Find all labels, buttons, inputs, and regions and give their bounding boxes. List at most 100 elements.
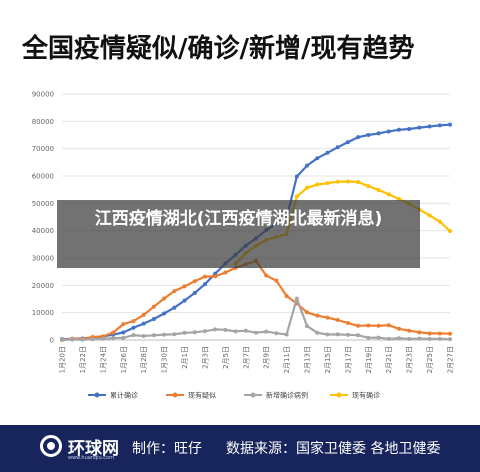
data-point xyxy=(448,122,452,127)
data-point xyxy=(427,213,432,218)
data-point xyxy=(345,332,350,337)
data-point xyxy=(284,293,289,298)
legend-marker xyxy=(336,392,342,398)
data-point xyxy=(90,337,95,342)
data-point xyxy=(396,196,401,201)
data-point xyxy=(376,187,381,192)
y-tick-label: 30000 xyxy=(32,255,54,263)
data-point xyxy=(427,124,432,129)
data-point xyxy=(243,328,248,333)
data-point xyxy=(437,336,442,341)
data-point xyxy=(396,336,401,341)
data-point xyxy=(356,180,361,185)
data-point xyxy=(172,305,177,310)
y-tick-label: 40000 xyxy=(32,227,54,235)
x-tick-label: 1月30日 xyxy=(161,346,169,373)
data-point xyxy=(162,332,167,337)
data-point xyxy=(151,333,156,338)
data-point xyxy=(315,156,320,161)
data-point xyxy=(366,133,371,137)
data-point xyxy=(213,271,218,276)
data-point xyxy=(294,194,299,199)
y-tick-label: 0 xyxy=(50,337,54,345)
data-source: 数据来源：国家卫健委 各地卫健委 xyxy=(226,441,441,457)
article-title-overlay[interactable]: 江西疫情湖北(江西疫情湖北最新消息) xyxy=(57,200,420,268)
data-point xyxy=(172,289,177,294)
data-point xyxy=(325,315,330,320)
data-point xyxy=(202,274,207,279)
data-point xyxy=(417,336,422,341)
data-point xyxy=(121,330,126,335)
data-point xyxy=(213,327,218,332)
x-axis-ticks: 1月20日 1月22日 1月24日 1月26日 1月28日 1月30日 2月1日 2月3日 2月… xyxy=(59,346,455,373)
data-point xyxy=(151,316,156,321)
data-point xyxy=(325,181,330,186)
x-tick-label: 1月28日 xyxy=(140,346,148,373)
data-point xyxy=(121,322,126,327)
legend-marker xyxy=(250,392,256,398)
y-tick-label: 70000 xyxy=(32,145,54,153)
data-point xyxy=(213,274,218,279)
data-point xyxy=(325,332,330,337)
x-tick-label: 2月1日 xyxy=(181,346,189,369)
logo-text: 环球网 xyxy=(68,439,119,459)
data-point xyxy=(315,182,320,187)
data-point xyxy=(376,335,381,340)
x-tick-label: 2月5日 xyxy=(222,346,230,369)
x-tick-label: 2月23日 xyxy=(406,346,414,373)
legend-label: 现有疑似 xyxy=(188,391,216,400)
x-tick-label: 2月9日 xyxy=(263,346,271,369)
data-point xyxy=(448,228,452,233)
data-point xyxy=(60,337,64,342)
data-point xyxy=(202,282,207,287)
legend-marker xyxy=(172,392,178,398)
data-point xyxy=(305,324,310,329)
data-point xyxy=(417,330,422,335)
x-tick-label: 1月20日 xyxy=(59,346,67,373)
x-tick-label: 1月22日 xyxy=(79,346,87,373)
data-point xyxy=(305,310,310,315)
data-point xyxy=(182,330,187,335)
data-point xyxy=(335,145,340,150)
data-point xyxy=(407,126,412,131)
data-point xyxy=(162,296,167,301)
data-point xyxy=(131,319,136,324)
data-point xyxy=(386,129,391,134)
data-point xyxy=(131,333,136,338)
data-point xyxy=(141,321,146,326)
data-point xyxy=(386,336,391,341)
data-point xyxy=(315,330,320,335)
data-point xyxy=(417,125,422,130)
data-point xyxy=(335,318,340,323)
footer-banner: 环球网 www.huanqiu.com 制作：旺仔 数据来源：国家卫健委 各地卫… xyxy=(0,425,480,472)
data-point xyxy=(407,336,412,341)
data-point xyxy=(151,304,156,309)
y-tick-label: 10000 xyxy=(32,309,54,317)
data-point xyxy=(366,335,371,340)
data-point xyxy=(427,331,432,336)
chart-legend: 累计确诊 现有疑似 新增确诊病例 现有确诊 xyxy=(88,391,380,400)
x-tick-label: 2月13日 xyxy=(304,346,312,373)
x-tick-label: 2月3日 xyxy=(201,346,209,369)
data-point xyxy=(192,279,197,284)
data-point xyxy=(233,329,238,334)
data-point xyxy=(182,298,187,303)
data-point xyxy=(70,337,75,342)
y-axis-ticks: 0 10000 20000 30000 40000 50000 60000 70000 8000… xyxy=(32,91,54,345)
x-tick-label: 2月17日 xyxy=(344,346,352,373)
x-tick-label: 2月19日 xyxy=(365,346,373,373)
x-tick-label: 2月7日 xyxy=(242,346,250,369)
data-point xyxy=(305,163,310,168)
data-point xyxy=(141,312,146,317)
article-title-text: 江西疫情湖北(江西疫情湖北最新消息) xyxy=(94,209,383,229)
data-point xyxy=(407,328,412,333)
data-point xyxy=(315,313,320,318)
data-point xyxy=(427,336,432,341)
series-line xyxy=(61,259,451,342)
data-point xyxy=(396,127,401,132)
x-tick-label: 2月27日 xyxy=(447,346,455,373)
legend-label: 新增确诊病例 xyxy=(266,391,308,400)
data-point xyxy=(111,330,116,335)
x-tick-label: 2月21日 xyxy=(385,346,393,373)
x-tick-label: 1月24日 xyxy=(99,346,107,373)
